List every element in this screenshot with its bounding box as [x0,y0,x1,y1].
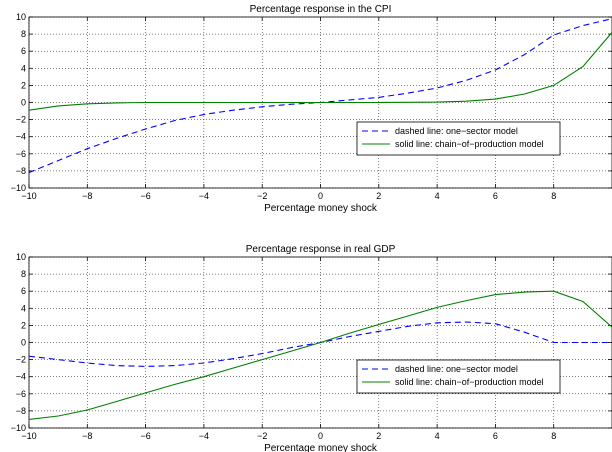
x-tick-label: 8 [551,431,556,441]
legend-label: solid line: chain−of−production model [395,139,544,149]
legend-label: solid line: chain−of−production model [395,377,544,387]
y-tick-label: 6 [21,46,26,56]
y-tick-label: −6 [16,389,26,399]
x-tick-label: −6 [140,191,150,201]
x-tick-label: −8 [82,191,92,201]
legend: dashed line: one−sector model solid line:… [356,121,561,156]
y-tick-label: −4 [16,132,26,142]
chart-title: Percentage response in real GDP [246,244,396,255]
x-tick-label: −4 [199,191,209,201]
y-tick-label: −8 [16,166,26,176]
y-tick-label: −6 [16,149,26,159]
y-tick-label: 6 [21,286,26,296]
x-tick-label: −10 [21,431,36,441]
x-tick-label: 2 [376,431,381,441]
y-tick-label: 2 [21,320,26,330]
x-tick-label: −2 [257,431,267,441]
chart-1: −10 −8 −6 −4 −2 0 2 4 6 8 −10 −8 −6 −4 −2 0 2 4 6 8 10 Percen… [11,4,612,214]
legend-box [356,359,561,394]
legend: dashed line: one−sector model solid line:… [356,359,561,394]
y-tick-label: −10 [11,423,26,433]
y-tick-label: 2 [21,80,26,90]
x-tick-label: 8 [551,191,556,201]
x-axis-label: Percentage money shock [264,443,378,452]
x-tick-label: −6 [140,431,150,441]
y-tick-label: 10 [16,12,26,22]
y-tick-label: −2 [16,355,26,365]
y-tick-label: 8 [21,269,26,279]
x-tick-label: −10 [21,191,36,201]
x-tick-label: 4 [435,431,440,441]
y-tick-label: 10 [16,252,26,262]
x-tick-label: 6 [493,191,498,201]
legend-label: dashed line: one−sector model [395,126,518,136]
x-tick-label: 0 [318,191,323,201]
y-tick-label: −4 [16,372,26,382]
legend-label: dashed line: one−sector model [395,364,518,374]
x-tick-label: 0 [318,431,323,441]
legend-box [356,121,561,156]
x-tick-label: 6 [493,431,498,441]
x-tick-label: 2 [376,191,381,201]
series-line-chain-of-production [29,290,612,420]
x-tick-label: −2 [257,191,267,201]
y-tick-label: −10 [11,183,26,193]
series-line-chain-of-production [29,32,612,111]
y-tick-label: 4 [21,303,26,313]
y-tick-label: −2 [16,115,26,125]
y-tick-label: −8 [16,406,26,416]
y-tick-label: 0 [21,98,26,108]
x-tick-label: −8 [82,431,92,441]
chart-2: −10 −8 −6 −4 −2 0 2 4 6 8 −10 −8 −6 −4 −2 0 2 4 6 8 10 Percen… [11,244,612,452]
y-tick-label: 4 [21,63,26,73]
y-tick-label: 8 [21,29,26,39]
chart-title: Percentage response in the CPI [250,4,392,15]
x-tick-label: 4 [435,191,440,201]
x-axis-label: Percentage money shock [264,203,378,214]
y-tick-label: 0 [21,338,26,348]
x-tick-label: −4 [199,431,209,441]
